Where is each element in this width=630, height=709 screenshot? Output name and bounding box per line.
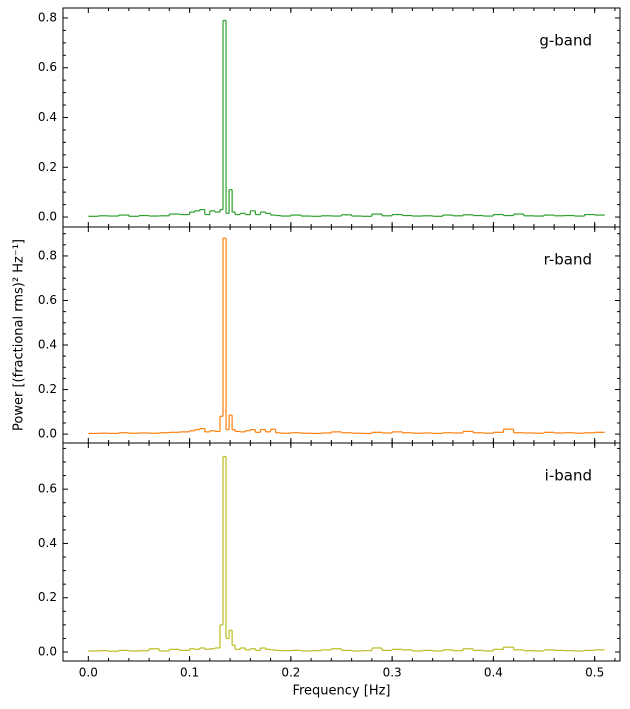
y-tick-label: 0.4 [38,536,57,550]
x-tick-label: 0.3 [383,666,402,680]
legend-label: g-band [539,32,592,50]
y-tick-label: 0.4 [38,110,57,124]
step-riser [97,456,596,652]
x-tick-label: 0.4 [484,666,503,680]
step-riser [97,20,596,217]
plot-frame [62,226,621,444]
plot-frame [62,442,621,662]
x-tick-label: 0.1 [180,666,199,680]
y-tick-label: 0.2 [38,590,57,604]
y-tick-label: 0.2 [38,160,57,174]
x-tick-label: 0.0 [79,666,98,680]
y-tick-label: 0.0 [38,427,57,441]
y-tick-label: 0.6 [38,293,57,307]
y-axis-label: Power [(fractional rms)² Hz⁻¹] [12,239,27,431]
legend-label: i-band [545,467,592,485]
y-tick-label: 0.0 [38,645,57,659]
x-tick-label: 0.2 [281,666,300,680]
x-tick-label: 0.5 [585,666,604,680]
y-tick-label: 0.6 [38,60,57,74]
y-tick-label: 0.8 [38,248,57,262]
step-riser [97,238,596,434]
y-tick-label: 0.4 [38,338,57,352]
y-tick-label: 0.0 [38,210,57,224]
y-tick-label: 0.8 [38,10,57,24]
legend-label: r-band [544,251,592,269]
plot-frame [62,7,621,228]
x-axis-label: Frequency [Hz] [292,684,390,699]
y-tick-label: 0.6 [38,482,57,496]
y-tick-label: 0.2 [38,382,57,396]
